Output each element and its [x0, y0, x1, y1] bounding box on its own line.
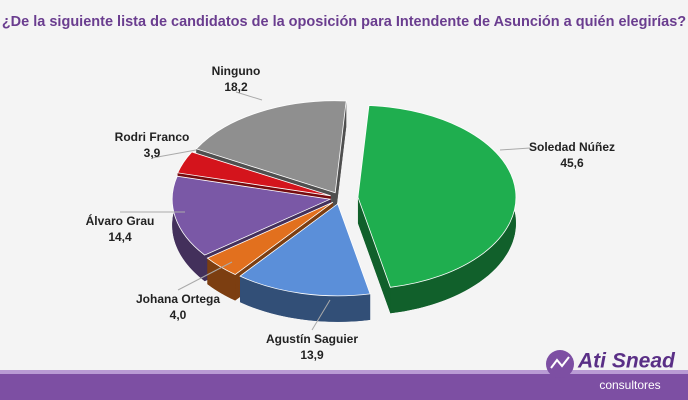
value-label: 18,2 [224, 80, 248, 94]
value-label: 14,4 [108, 230, 132, 244]
slice-rim [172, 176, 205, 282]
slice-rim [207, 258, 236, 301]
leader-line [151, 149, 197, 159]
leader-line [499, 147, 531, 151]
category-label: Rodri Franco [115, 130, 190, 144]
footer-stripe [0, 370, 688, 374]
logo-name: Ati Snead [577, 350, 676, 373]
category-label: Ninguno [212, 64, 261, 78]
logo-icon-line [550, 356, 570, 369]
labels: Soledad Núñez 45,6 Agustín Saguier 13,9 Joha… [86, 64, 615, 362]
leader-line [177, 261, 233, 291]
logo-subtitle: consultores [599, 378, 660, 392]
value-label: 13,9 [300, 348, 324, 362]
category-label: Agustín Saguier [266, 332, 358, 346]
category-label: Johana Ortega [136, 292, 220, 306]
slice [357, 105, 517, 288]
leader-line [311, 299, 331, 331]
slice-rim [240, 276, 371, 322]
footer-band [0, 374, 688, 400]
value-label: 45,6 [560, 156, 584, 170]
slice [206, 201, 334, 275]
slice [177, 151, 331, 197]
slice [171, 175, 332, 256]
category-label: Soledad Núñez [529, 140, 615, 154]
slice [195, 100, 347, 194]
slice [239, 203, 371, 297]
value-label: 3,9 [144, 146, 161, 160]
slice-wall [335, 100, 347, 219]
leader-line [235, 91, 263, 101]
pie [171, 100, 517, 322]
value-label: 4,0 [170, 308, 187, 322]
slice-wall [357, 197, 391, 314]
chart-title: ¿De la siguiente lista de candidatos de … [2, 14, 686, 30]
category-label: Álvaro Grau [86, 213, 155, 228]
